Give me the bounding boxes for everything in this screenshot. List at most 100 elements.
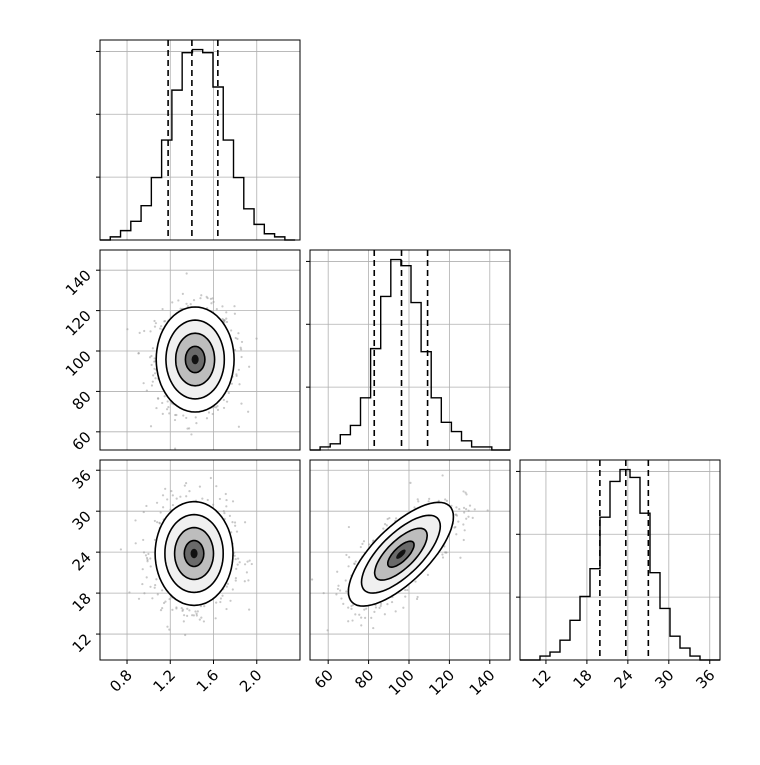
sample-point [200,294,203,297]
sample-point [233,305,236,308]
sample-point [310,578,314,581]
x-tick-label-p2: 18 [569,666,595,692]
sample-point [168,412,171,415]
sample-point [225,505,228,508]
sample-point [186,607,189,610]
sample-point [243,563,247,566]
sample-point [145,576,148,579]
sample-point [428,497,431,500]
sample-point [354,613,357,616]
sample-point [235,374,238,377]
sample-point [164,600,167,603]
sample-point [444,498,447,501]
sample-point [166,400,169,403]
sample-point [228,514,232,517]
sample-point [455,533,458,536]
sample-point [195,612,198,615]
sample-point [195,421,198,425]
sample-point [159,511,162,514]
sample-point [221,594,224,597]
sample-point [153,357,156,360]
sample-point [395,517,398,520]
sample-point [234,558,237,561]
sample-point [345,590,348,593]
sample-point [161,401,164,405]
sample-point [206,498,209,502]
sample-point [227,391,230,395]
sample-point [358,613,361,616]
sample-point [199,604,203,608]
sample-point [370,616,373,619]
sample-point [336,587,340,591]
y-tick-label-p2: 36 [69,466,95,492]
sample-point [247,410,250,413]
sample-point [353,562,356,565]
sample-point [195,614,198,617]
sample-point [153,372,157,375]
sample-point [174,447,177,450]
sample-point [467,515,470,518]
sample-point [210,302,213,305]
sample-point [462,523,465,526]
y-tick-label-p1: 80 [69,388,95,414]
sample-point [404,595,407,598]
sample-point [243,580,246,583]
sample-point [345,553,348,557]
sample-point [239,348,243,351]
sample-point [198,618,201,621]
sample-point [219,600,222,604]
sample-point [209,476,212,480]
sample-point [161,607,164,610]
sample-point [416,595,419,599]
sample-point [221,305,224,308]
y-tick-label-p2: 18 [69,589,95,615]
sample-point [385,524,388,527]
sample-point [156,397,160,400]
sample-point [243,521,247,524]
sample-point [240,402,243,405]
sample-point [237,557,240,560]
sample-point [365,607,368,610]
sample-point [142,382,145,385]
sample-point [161,307,164,311]
sample-point [161,412,164,415]
sample-point [159,327,162,330]
sample-point [202,620,206,623]
sample-point [415,597,419,601]
sample-point [372,626,375,630]
sample-point [347,606,350,609]
sample-point [414,580,417,583]
sample-point [426,573,430,577]
sample-point [189,303,192,306]
sample-point [143,329,146,333]
sample-point [155,501,159,504]
sample-point [465,517,468,520]
sample-point [238,561,241,564]
sample-point [359,545,362,549]
sample-point [146,560,149,563]
sample-point [231,500,235,503]
sample-point [248,559,251,562]
sample-point [164,487,167,490]
sample-point [182,620,185,623]
sample-point [379,602,383,605]
sample-point [171,301,174,304]
sample-point [350,604,353,608]
sample-point [238,383,241,386]
sample-point [183,484,186,487]
sample-point [383,613,386,616]
sample-point [153,538,157,541]
sample-point [462,506,466,509]
sample-point [186,614,189,617]
sample-point [119,548,123,551]
sample-point [225,585,228,588]
panel-frame [99,249,301,451]
x-tick-label-p1: 140 [466,666,499,699]
sample-point [151,380,154,383]
y-tick-label-p2: 12 [69,630,95,656]
sample-point [383,523,387,526]
sample-point [141,582,144,586]
sample-point [342,602,345,605]
sample-point [154,322,158,325]
